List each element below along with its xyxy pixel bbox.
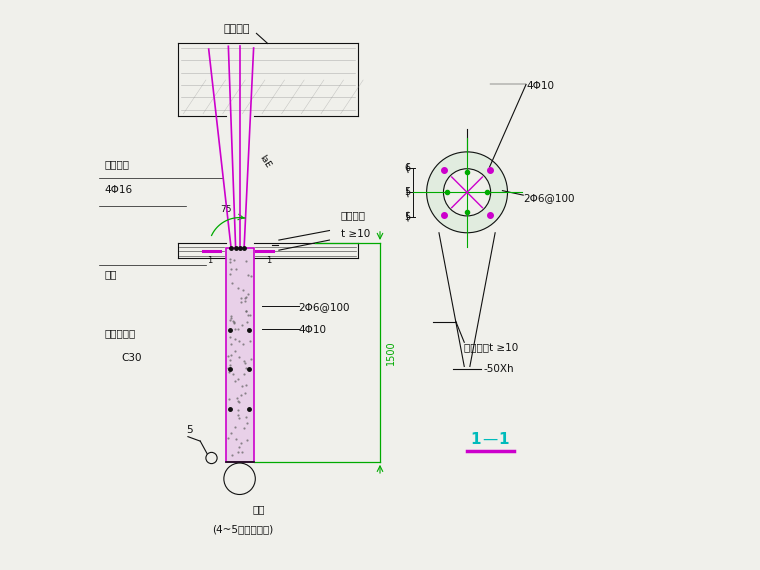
Text: (4~5厚圆薄钢板): (4~5厚圆薄钢板)	[212, 524, 273, 534]
Text: 4Φ10: 4Φ10	[299, 325, 327, 335]
Text: 锚固钢筋: 锚固钢筋	[105, 159, 130, 169]
Text: 连接钢板t ≥10: 连接钢板t ≥10	[464, 342, 518, 352]
Text: 5: 5	[404, 188, 411, 197]
Text: 5: 5	[404, 211, 411, 222]
Text: 端板: 端板	[105, 269, 117, 279]
Text: t ≥10: t ≥10	[340, 230, 370, 239]
Text: 1: 1	[499, 432, 508, 447]
Text: 2Φ6@100: 2Φ6@100	[523, 193, 575, 203]
Bar	[226, 249, 254, 462]
Text: 1: 1	[266, 256, 271, 265]
Text: C30: C30	[122, 353, 142, 363]
Text: -50Xh: -50Xh	[484, 364, 515, 374]
Text: —: —	[482, 432, 497, 447]
Text: 填芯混凝土: 填芯混凝土	[105, 328, 136, 338]
Text: 6: 6	[405, 163, 411, 173]
Text: 5: 5	[186, 425, 193, 435]
Text: laE: laE	[258, 153, 273, 170]
Text: 1: 1	[207, 256, 213, 265]
Text: 基础承台: 基础承台	[223, 25, 250, 34]
Text: 1: 1	[470, 432, 481, 447]
Text: 4Φ16: 4Φ16	[105, 185, 133, 194]
Text: 连接钢板: 连接钢板	[340, 210, 366, 220]
Text: 75: 75	[220, 205, 231, 214]
Text: 4Φ10: 4Φ10	[526, 80, 554, 91]
Text: 1500: 1500	[385, 340, 396, 365]
Text: 2Φ6@100: 2Φ6@100	[299, 303, 350, 312]
Text: 托板: 托板	[253, 504, 265, 515]
